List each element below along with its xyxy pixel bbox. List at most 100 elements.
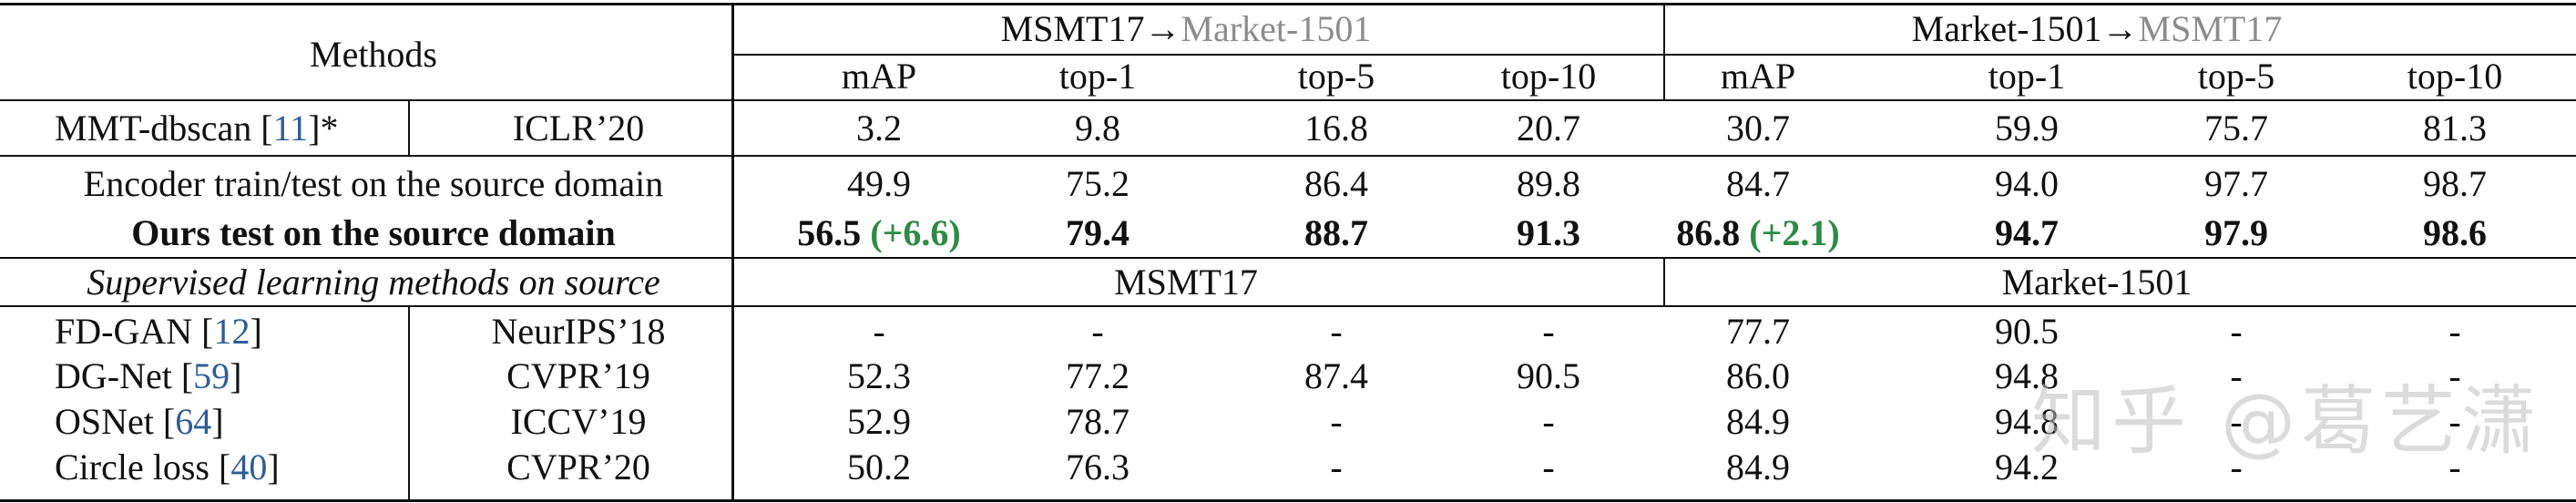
method-label: MMT-dbscan [ [55,108,273,149]
metric-value: 30.7 [1726,108,1790,149]
method-name: DG-Net [59] [55,358,242,395]
metric-header: top-1 [1988,56,2066,97]
method-suffix: ] [230,355,242,396]
metric-value: - [2448,355,2461,396]
metric-value: 75.2 [1066,163,1130,204]
metric-value: - [1542,401,1555,442]
citation-link: 11 [272,108,309,149]
method-suffix: ] [267,447,280,488]
method-name: MMT-dbscan [11]* [55,110,338,147]
metric-value: 97.7 [2204,163,2268,204]
metric-value: - [2230,311,2243,352]
metric-header: mAP [1720,56,1796,97]
rule-line [0,499,2576,502]
metric-value: 94.2 [1995,447,2059,488]
venue: ICCV’19 [510,401,647,442]
venue: CVPR’19 [506,355,650,396]
target-dataset: MSMT17 [2138,8,2283,49]
metric-value: 49.9 [847,163,911,204]
metric-value: - [1542,447,1555,488]
metric-header: top-5 [1297,56,1375,97]
metric-value: - [1330,311,1343,352]
metric-value: 91.3 [1517,212,1580,253]
metric-value: 89.8 [1517,163,1580,204]
metric-value: 76.3 [1066,447,1130,488]
citation-link: 40 [230,447,268,488]
metric-value: 77.7 [1726,311,1790,352]
source-dataset: MSMT17 [1000,8,1145,49]
method-label: FD-GAN [ [55,311,214,352]
metric-value: 75.7 [2204,108,2268,149]
metric-value: 86.8 (+2.1) [1676,215,1839,252]
metric-value: 16.8 [1304,108,1368,149]
metric-value: 94.8 [1995,401,2059,442]
metric-value: - [873,311,885,352]
method-suffix: ]* [308,108,339,149]
metric-value: 77.2 [1066,355,1130,396]
venue: CVPR’20 [506,447,650,488]
metric-value: 98.6 [2423,212,2487,253]
citation-link: 12 [213,311,250,352]
metric-value: - [1091,311,1104,352]
methods-header: Methods [310,34,437,75]
metric-value: 52.3 [847,355,911,396]
metric-value: 86.0 [1726,355,1790,396]
row-label: Ours test on the source domain [131,212,616,253]
rule-line [0,305,2576,307]
metric-header: top-1 [1058,56,1137,97]
map-value: 56.5 [797,212,862,253]
metric-value: 50.2 [847,447,911,488]
method-label: Circle loss [ [55,447,231,488]
method-label: OSNet [ [55,401,176,442]
venue: NeurIPS’18 [491,311,666,352]
metric-value: 84.9 [1726,447,1790,488]
metric-value: - [1330,401,1343,442]
metric-value: 3.2 [856,108,902,149]
metric-value: 52.9 [847,401,911,442]
metric-value: 79.4 [1066,212,1130,253]
group-header: MSMT17 [1114,262,1258,303]
column-divider [408,305,410,499]
metric-value: 78.7 [1066,401,1130,442]
citation-link: 64 [175,401,212,442]
gain-badge: (+2.1) [1749,212,1840,253]
metric-header: mAP [841,56,917,97]
gain-badge: (+6.6) [870,212,961,253]
method-suffix: ] [250,311,262,352]
metric-value: 98.7 [2423,163,2487,204]
metric-value: 9.8 [1075,108,1120,149]
metric-value: - [2230,355,2243,396]
metric-value: 94.0 [1995,163,2059,204]
rule-line [0,3,2576,5]
rule-line [0,155,2576,157]
target-dataset: Market-1501 [1181,8,1372,49]
metric-value: 81.3 [2423,108,2487,149]
group-header-market-to-msmt: Market-1501→MSMT17 [1912,11,2283,47]
map-value: 86.8 [1676,212,1741,253]
arrow-icon: → [2101,8,2139,49]
method-name: Circle loss [40] [55,449,280,486]
method-name: FD-GAN [12] [55,313,262,350]
group-header: Market-1501 [2001,262,2193,303]
arrow-icon: → [1144,8,1181,49]
metric-value: 86.4 [1304,163,1368,204]
metric-value: 84.7 [1726,163,1790,204]
column-divider [1663,257,1665,305]
metric-value: 97.9 [2204,212,2268,253]
column-divider [731,3,734,499]
metric-value: - [2448,401,2461,442]
rule-line [0,99,2576,101]
row-label: Encoder train/test on the source domain [83,163,664,204]
metric-value: 56.5 (+6.6) [797,215,960,252]
column-divider [1663,3,1665,99]
metric-value: - [1330,447,1343,488]
venue: ICLR’20 [512,108,645,149]
rule-line [0,257,2576,259]
watermark: 知乎 @葛艺潇 [2031,378,2542,465]
metric-value: - [2448,311,2461,352]
method-name: OSNet [64] [55,404,224,440]
method-label: DG-Net [ [55,355,194,396]
metric-value: 94.8 [1995,355,2059,396]
metric-value: - [2448,447,2461,488]
